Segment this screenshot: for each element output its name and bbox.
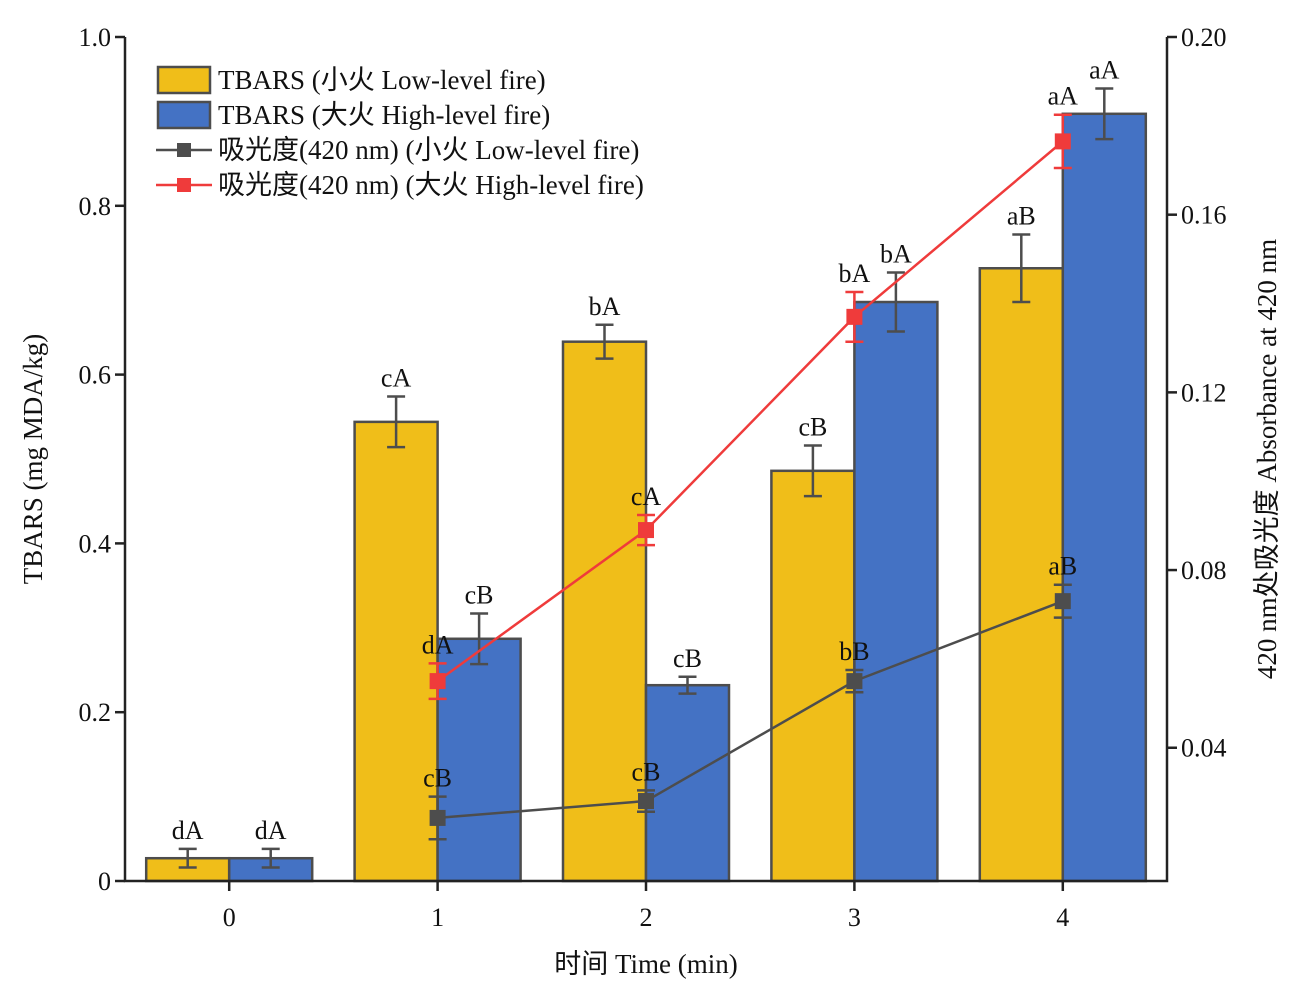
error-bar — [470, 612, 489, 666]
error-bar — [1012, 233, 1031, 304]
error-bar — [261, 847, 280, 869]
error-bar — [595, 323, 614, 360]
line-low — [437, 599, 1064, 820]
line-marker — [846, 308, 863, 325]
bar-low-3 — [770, 469, 856, 883]
x-axis-title: 时间 Time (min) — [554, 949, 738, 979]
legend-label: TBARS (大火 High-level fire) — [218, 100, 550, 130]
y-right-tick-label: 0.12 — [1181, 378, 1227, 407]
bar-significance-label: dA — [172, 816, 204, 845]
bar-significance-label: cB — [465, 580, 494, 609]
y-tick-label: 0.2 — [79, 698, 112, 727]
y-right-tick-label: 0.08 — [1181, 556, 1227, 585]
bar-low-2 — [561, 340, 648, 883]
y-right-tick-label: 0.20 — [1181, 23, 1227, 52]
bar-significance-label: dA — [255, 816, 287, 845]
legend-label: TBARS (小火 Low-level fire) — [218, 65, 546, 95]
line-significance-label: dA — [422, 630, 454, 659]
bar-high-1 — [436, 637, 522, 883]
bar-low-1 — [353, 420, 439, 883]
line-significance-label: cB — [632, 757, 661, 786]
legend-label: 吸光度(420 nm) (小火 Low-level fire) — [218, 135, 639, 165]
y-axis-title: TBARS (mg MDA/kg) — [18, 334, 48, 585]
legend-marker — [177, 143, 191, 157]
x-tick-label: 2 — [640, 903, 653, 932]
line-significance-label: aB — [1048, 552, 1077, 581]
error-bar — [387, 395, 406, 449]
bar-high-4 — [1061, 112, 1148, 883]
bar-significance-label: cB — [673, 644, 702, 673]
y-right-tick-label: 0.16 — [1181, 201, 1227, 230]
line-marker — [638, 522, 654, 539]
bar-significance-label: bA — [880, 239, 912, 268]
x-tick-label: 0 — [223, 903, 236, 932]
y-tick-label: 0.8 — [79, 192, 112, 221]
bar-significance-label: bA — [589, 292, 621, 321]
line-marker — [1054, 593, 1071, 610]
x-tick-label: 3 — [848, 903, 861, 932]
x-tick-label: 1 — [431, 903, 444, 932]
legend: TBARS (小火 Low-level fire) TBARS (大火 High-… — [156, 65, 644, 200]
error-bar — [803, 444, 822, 498]
y-tick-label: 0.4 — [79, 529, 112, 558]
line-marker — [638, 793, 654, 810]
bar-significance-label: cB — [798, 412, 827, 441]
line-marker — [429, 673, 446, 690]
bar-significance-label: aB — [1007, 201, 1036, 230]
error-bar — [178, 847, 197, 869]
x-tick-label: 4 — [1056, 903, 1069, 932]
bar-significance-label: cA — [381, 364, 412, 393]
legend-marker — [177, 178, 191, 192]
line-marker — [846, 673, 863, 690]
error-bar — [678, 675, 697, 695]
line-high — [436, 140, 1064, 683]
line-marker — [429, 809, 446, 826]
y-tick-label: 1.0 — [79, 23, 112, 52]
legend-swatch — [156, 65, 212, 95]
bar-significance-label: aA — [1089, 55, 1120, 84]
line-marker — [1054, 133, 1071, 150]
y-right-axis-title: 420 nm处吸光度 Absorbance at 420 nm — [1252, 239, 1282, 679]
line-significance-label: cA — [631, 482, 662, 511]
bar-high-3 — [853, 300, 939, 883]
line-significance-label: cB — [423, 764, 452, 793]
legend-label: 吸光度(420 nm) (大火 High-level fire) — [218, 170, 644, 200]
y-right-tick-label: 0.04 — [1181, 734, 1227, 763]
bar-high-2 — [644, 683, 731, 883]
error-bar — [1095, 87, 1114, 141]
legend-swatch — [156, 100, 212, 130]
y-tick-label: 0.6 — [79, 361, 112, 390]
line-significance-label: bB — [839, 637, 869, 666]
line-significance-label: aA — [1048, 82, 1079, 111]
y-tick-label: 0 — [98, 867, 111, 896]
line-significance-label: bA — [839, 259, 871, 288]
